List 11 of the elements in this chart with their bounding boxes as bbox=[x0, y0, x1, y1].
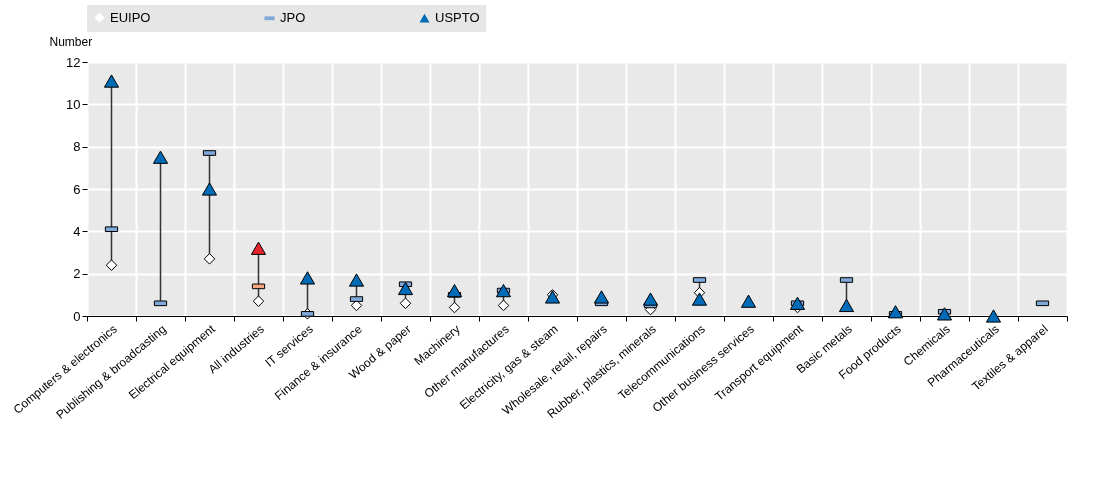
y-tick-label: 8 bbox=[73, 139, 81, 155]
y-tick-label: 0 bbox=[73, 308, 81, 324]
y-tick-label: 10 bbox=[66, 96, 81, 112]
y-tick-label: 6 bbox=[73, 181, 81, 197]
legend-label: EUIPO bbox=[110, 9, 151, 25]
legend-label: USPTO bbox=[435, 10, 480, 26]
y-tick-label: 4 bbox=[73, 223, 81, 239]
y-axis-title: Number bbox=[49, 34, 93, 49]
y-tick-label: 2 bbox=[73, 266, 81, 282]
y-tick-label: 12 bbox=[66, 54, 81, 70]
legend-label: JPO bbox=[280, 10, 306, 26]
